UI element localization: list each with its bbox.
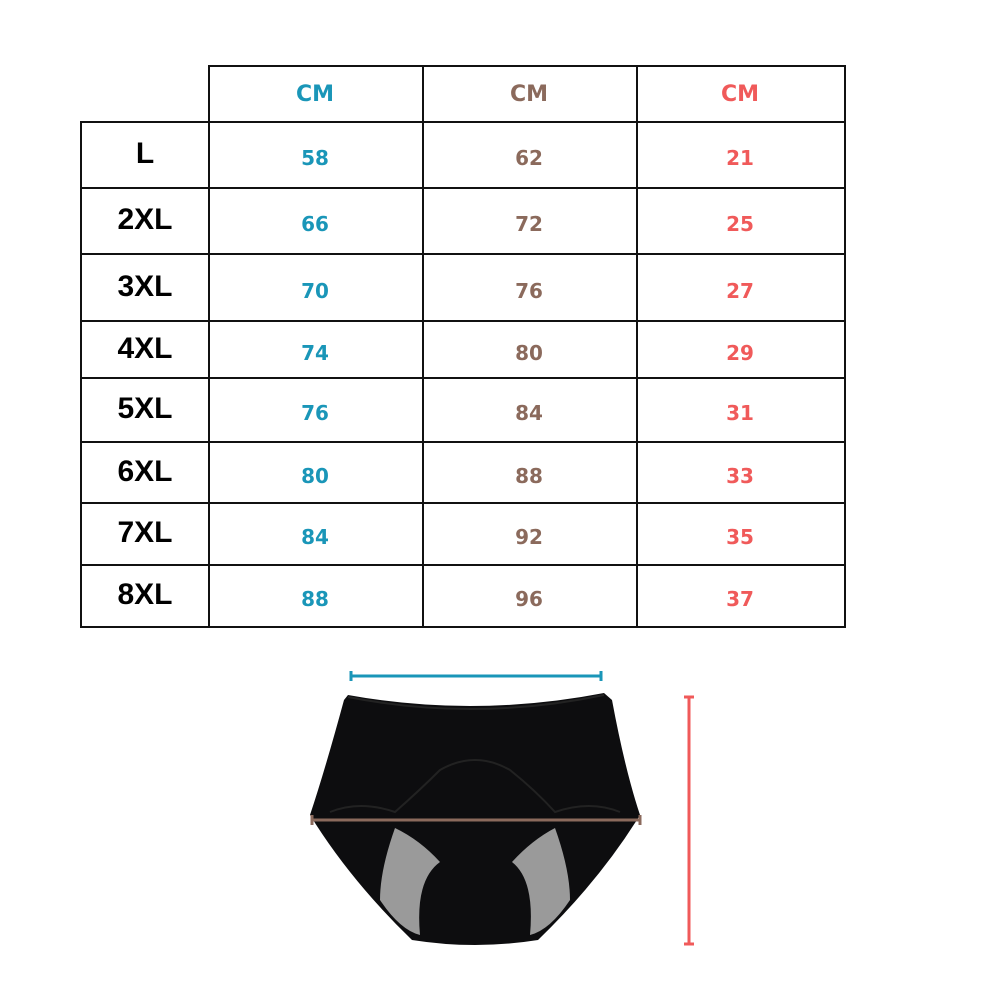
measurement-value: 35 [726,525,754,549]
size-label: 5XL [117,392,173,425]
measurement-value: 92 [515,525,543,549]
table-line [80,187,846,189]
column-header: CM [720,81,760,107]
measurement-value: 80 [515,340,543,365]
table-line [80,502,846,504]
measurement-value: 25 [726,212,754,236]
table-line [844,65,846,628]
table-line [80,564,846,566]
measurement-value: 84 [301,525,329,549]
measurement-value: 76 [301,401,329,425]
column-header: CM [509,81,549,107]
measurement-value: 88 [301,587,329,611]
measurement-value: 74 [301,340,329,365]
table-line [208,65,210,628]
measurement-value: 29 [726,340,754,365]
size-label: 7XL [117,516,173,549]
measurement-value: 27 [726,278,754,303]
size-label: 8XL [117,578,173,611]
column-header: CM [295,81,335,107]
table-line [80,441,846,443]
table-line [80,320,846,322]
table-line [80,626,846,628]
measurement-value: 62 [515,146,543,170]
measurement-value: 80 [301,463,329,488]
measurement-value: 72 [515,212,543,236]
table-line [80,121,846,123]
measurement-value: 33 [726,463,754,488]
measurement-value: 96 [515,587,543,611]
table-line [422,65,424,628]
measurement-value: 88 [515,463,543,488]
measurement-value: 31 [726,401,754,425]
measurement-value: 37 [726,587,754,611]
measurement-value: 70 [301,278,329,303]
size-label: L [135,137,155,170]
hip-measure-line [310,815,642,825]
table-line [208,65,846,67]
size-label: 3XL [117,269,173,303]
measurement-value: 76 [515,278,543,303]
table-line [636,65,638,628]
length-measure-line [684,695,694,946]
waist-measure-line [349,671,603,681]
measurement-value: 21 [726,146,754,170]
size-label: 4XL [117,331,173,365]
measurement-value: 84 [515,401,543,425]
table-line [80,377,846,379]
size-label: 6XL [117,454,173,488]
measurement-value: 66 [301,212,329,236]
measurement-value: 58 [301,146,329,170]
table-line [80,121,82,628]
size-label: 2XL [117,203,173,236]
table-line [80,253,846,255]
